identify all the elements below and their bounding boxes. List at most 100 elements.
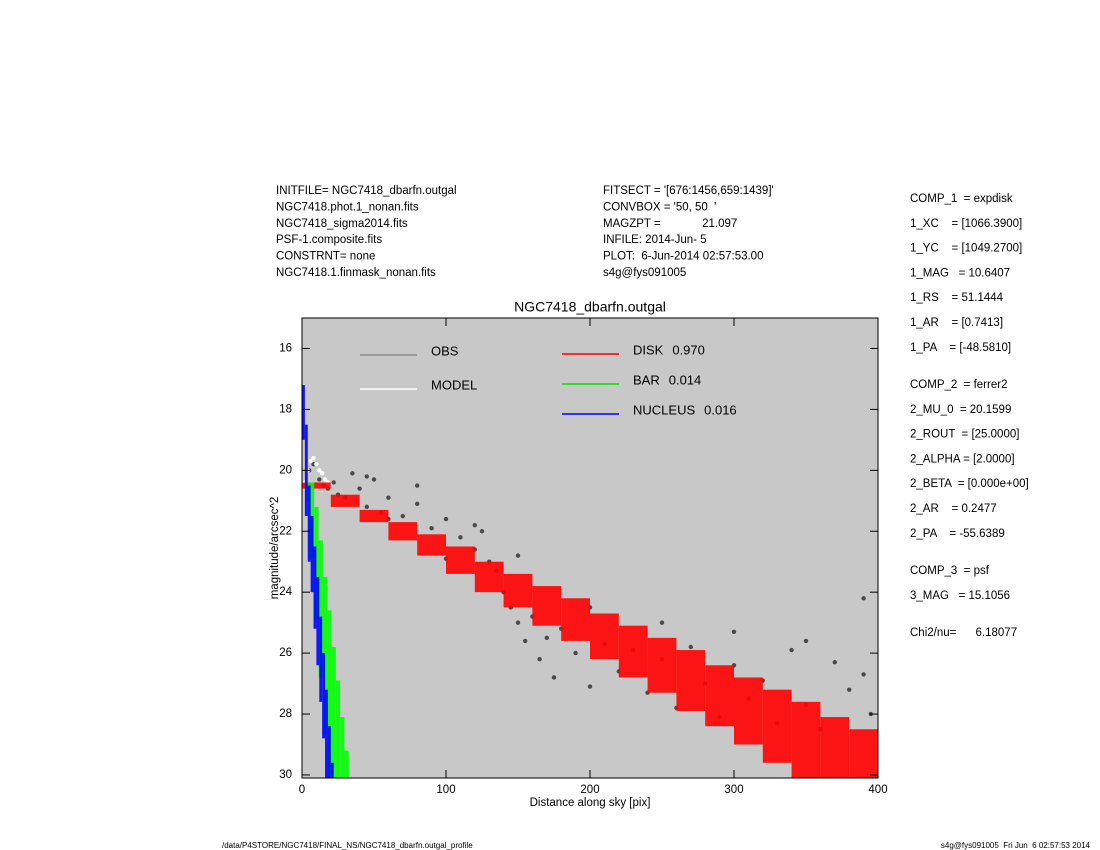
component-band [310, 516, 314, 593]
y-tick-label: 22 [279, 525, 292, 537]
x-tick-label: 100 [436, 784, 455, 796]
header-text: NGC7418_sigma2014.fits [276, 218, 408, 230]
profile-point [832, 660, 837, 665]
legend-label: NUCLEUS [633, 402, 695, 417]
component-band [647, 637, 677, 693]
profile-point [472, 522, 477, 528]
header-text: PLOT: 6-Jun-2014 02:57:53.00 [603, 251, 763, 263]
parameter-text: 2_PA = -55.6389 [910, 528, 1005, 540]
profile-point [458, 535, 463, 540]
profile-point [515, 620, 521, 625]
component-band [344, 750, 349, 778]
component-band [618, 625, 648, 678]
profile-point [322, 477, 328, 482]
parameter-text: 1_YC = [1049.2700] [910, 243, 1022, 255]
profile-point [364, 504, 369, 510]
parameter-text: 1_AR = [0.7413] [910, 317, 1003, 329]
header-text: PSF-1.composite.fits [276, 234, 382, 246]
profile-point [551, 675, 557, 680]
profile-point [371, 477, 377, 482]
parameter-text: 2_MU_0 = 20.1599 [910, 404, 1011, 416]
profile-point [386, 495, 391, 500]
legend-label: OBS [431, 343, 459, 358]
parameter-text: Chi2/nu= 6.18077 [910, 627, 1017, 639]
profile-point [331, 480, 336, 485]
component-band [335, 680, 341, 778]
component-band [359, 509, 389, 523]
parameter-text: COMP_1 = expdisk [910, 193, 1013, 205]
y-tick-label: 20 [279, 464, 292, 476]
header-text: FITSECT = '[676:1456,659:1439]' [603, 185, 774, 197]
header-text: INITFILE= NGC7418_dbarfn.outgal [276, 185, 457, 197]
profile-point [319, 471, 325, 476]
component-band [316, 576, 320, 666]
component-band [561, 598, 590, 641]
component-band [791, 701, 821, 778]
profile-point [314, 462, 319, 467]
component-band [327, 610, 332, 778]
component-band [388, 522, 418, 541]
profile-point [544, 635, 549, 641]
component-band [302, 482, 331, 489]
y-tick-label: 28 [279, 708, 292, 720]
profile-point [659, 620, 665, 625]
parameter-text: 3_MAG = 15.1056 [910, 590, 1010, 602]
component-band [319, 616, 323, 702]
legend-label: DISK [633, 342, 664, 357]
y-tick-label: 24 [279, 586, 292, 598]
x-tick-label: 200 [580, 784, 599, 796]
y-tick-label: 26 [279, 647, 292, 659]
x-axis-label: Distance along sky [pix] [530, 797, 651, 809]
component-band [322, 653, 326, 739]
component-band [474, 561, 504, 593]
profile-point [523, 638, 528, 644]
profile-point [443, 516, 449, 522]
component-band [503, 573, 533, 608]
component-band [417, 534, 446, 556]
parameter-text: 2_ROUT = [25.0000] [910, 429, 1019, 441]
profile-point [350, 471, 355, 476]
component-band [313, 546, 317, 629]
profile-point [688, 644, 693, 650]
profile-point [861, 596, 866, 601]
profile-point [357, 486, 362, 491]
component-band [532, 586, 562, 626]
x-tick-label: 400 [868, 784, 887, 796]
component-band [446, 546, 475, 574]
component-band [331, 647, 336, 778]
header-text: CONSTRNT= none [276, 251, 375, 263]
header-text: INFILE: 2014-Jun- 5 [603, 234, 707, 246]
component-band [330, 762, 334, 778]
overlay: INITFILE= NGC7418_dbarfn.outgal NGC7418.p… [276, 185, 1029, 796]
profile-point [861, 672, 866, 677]
footer-right: s4g@fys091005 Fri Jun 6 02:57:53 2014 [941, 841, 1091, 850]
profile-point [364, 474, 369, 479]
legend-label: MODEL [431, 377, 477, 392]
parameter-text: 2_BETA = [0.000e+00] [910, 478, 1029, 490]
component-band [705, 665, 734, 727]
profile-point [515, 553, 521, 558]
y-axis-label: magnitude/arcsec^2 [269, 497, 281, 600]
profile-point [415, 483, 420, 488]
profile-point [308, 458, 313, 464]
component-band [734, 677, 763, 745]
profile-point [311, 455, 316, 461]
header-text: NGC7418.phot.1_nonan.fits [276, 201, 419, 213]
component-band [762, 689, 792, 763]
profile-point [847, 687, 852, 692]
profile-point [731, 629, 737, 634]
component-band [307, 485, 311, 562]
component-band [340, 717, 345, 778]
parameter-text: 1_MAG = 10.6407 [910, 267, 1010, 279]
component-band [590, 613, 619, 660]
chart-title: NGC7418_dbarfn.outgal [514, 299, 666, 315]
component-band [820, 717, 850, 778]
component-band [849, 729, 878, 778]
profile-point [479, 529, 485, 534]
component-band [302, 385, 305, 440]
component-band [325, 689, 328, 778]
legend-fraction: 0.014 [669, 372, 702, 387]
profile-point [317, 477, 322, 482]
parameter-text: COMP_3 = psf [910, 565, 990, 577]
profile-point [803, 638, 809, 644]
